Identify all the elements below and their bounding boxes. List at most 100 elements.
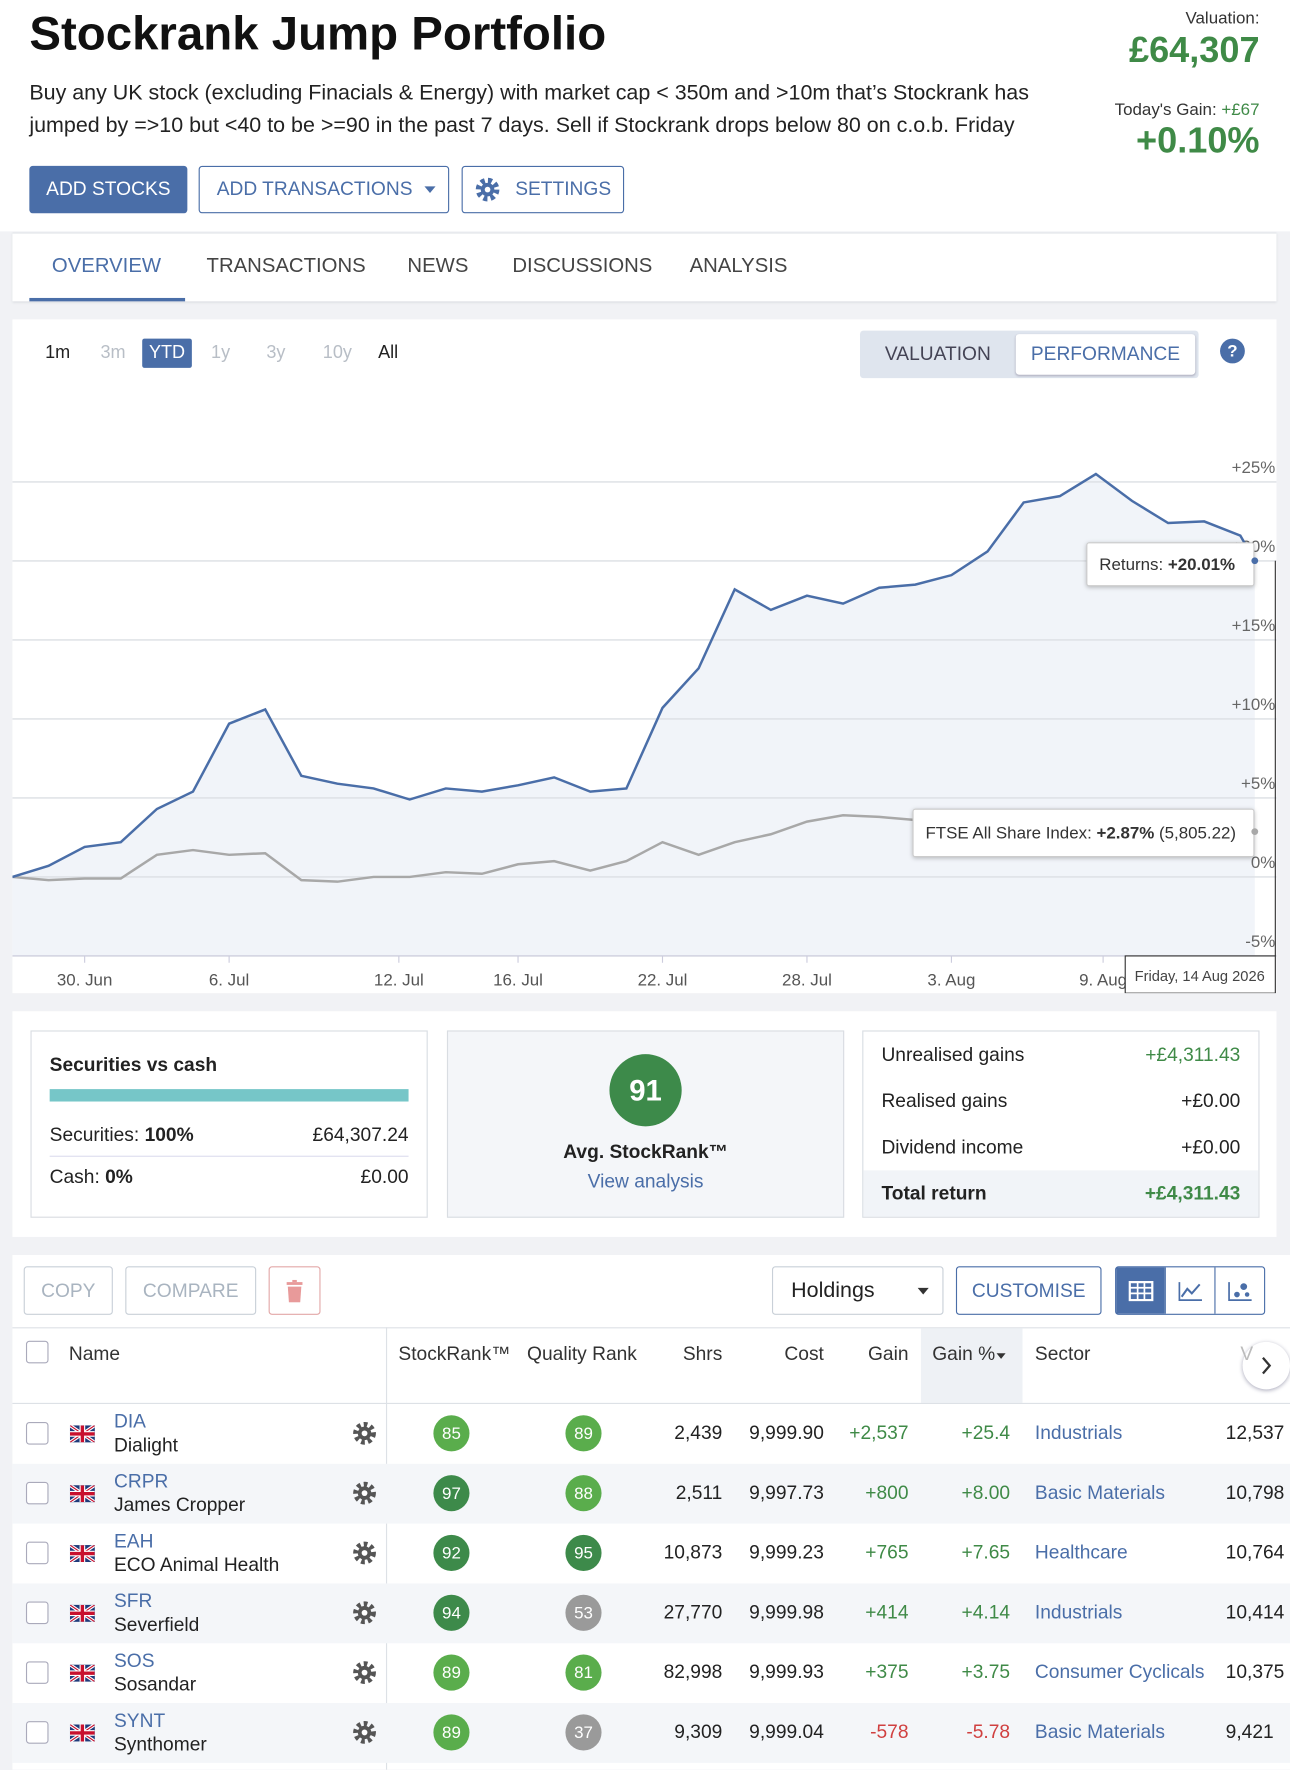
tooltip-text: FTSE All Share Index: +2.87% (5,805.22)	[925, 824, 1236, 843]
scroll-right[interactable]	[1242, 1341, 1290, 1390]
view-option[interactable]: PERFORMANCE	[1015, 334, 1196, 375]
cell: 82,998	[663, 1661, 723, 1683]
copy-button[interactable]: COPY	[23, 1266, 113, 1315]
stockrank-label: Avg. StockRank™	[563, 1141, 728, 1163]
gains-box: Unrealised gains +£4,311.43 Realised gains…	[862, 1030, 1260, 1218]
cell: 10,414	[1225, 1601, 1285, 1623]
column-header[interactable]: Cost	[784, 1343, 824, 1365]
cell: 9,999.98	[749, 1601, 824, 1623]
description: Buy any UK stock (excluding Finacials & …	[29, 81, 1029, 138]
cell: 9,309	[674, 1721, 723, 1743]
tooltip-part: FTSE All Share Index:	[925, 824, 1091, 843]
ticker[interactable]: CRPR	[113, 1470, 169, 1493]
table-view[interactable]	[1116, 1267, 1165, 1314]
compare-button[interactable]: COMPARE	[125, 1266, 257, 1315]
checkbox[interactable]	[25, 1340, 49, 1364]
customise-button[interactable]: CUSTOMISE	[955, 1266, 1102, 1315]
view-toggle: VALUATION PERFORMANCE	[860, 330, 1199, 379]
company-name: Severfield	[113, 1613, 200, 1636]
rank-badge: 97	[433, 1475, 470, 1512]
ticker[interactable]: SFR	[113, 1590, 153, 1612]
cell: +4.14	[961, 1601, 1011, 1623]
view-option[interactable]: VALUATION	[884, 343, 991, 365]
tab[interactable]: OVERVIEW	[51, 253, 162, 277]
rank-badge: 95	[565, 1534, 602, 1572]
gain-row: Total return +£4,311.43	[863, 1170, 1259, 1217]
checkbox[interactable]	[25, 1541, 49, 1565]
line-view[interactable]	[1164, 1267, 1215, 1314]
help-icon[interactable]: ?	[1220, 338, 1245, 364]
column-header[interactable]: StockRank™	[398, 1343, 511, 1365]
rank-badge: 94	[433, 1594, 470, 1631]
divider	[49, 1155, 409, 1157]
view-analysis-link[interactable]: View analysis	[587, 1170, 704, 1192]
column-header[interactable]: Name	[68, 1343, 121, 1365]
row-settings[interactable]	[352, 1660, 377, 1685]
cell: 9,421	[1225, 1721, 1274, 1743]
cell: +3.75	[961, 1661, 1011, 1683]
gain-value: +£4,311.43	[1145, 1043, 1241, 1066]
flag-art	[69, 1425, 95, 1443]
row-settings[interactable]	[352, 1541, 377, 1566]
column-header[interactable]: Shrs	[682, 1343, 723, 1365]
range-button[interactable]: All	[378, 343, 399, 363]
rank-badge: 37	[565, 1714, 602, 1751]
x-tick-label: 12. Jul	[374, 970, 424, 989]
sector[interactable]: Industrials	[1034, 1422, 1123, 1444]
checkbox[interactable]	[25, 1721, 49, 1744]
range-button[interactable]: 3m	[100, 343, 126, 363]
cell: +8.00	[961, 1481, 1011, 1504]
x-tick-label: 30. Jun	[57, 970, 112, 989]
checkbox[interactable]	[25, 1422, 49, 1445]
row-settings[interactable]	[352, 1481, 377, 1506]
y-tick-label: +25%	[1232, 458, 1276, 477]
row-label: Securities: 100%	[50, 1124, 194, 1147]
tab[interactable]: DISCUSSIONS	[512, 253, 653, 277]
pct: 100%	[144, 1124, 194, 1146]
add-stocks-button[interactable]: ADD STOCKS	[29, 165, 188, 214]
settings-button[interactable]: SETTINGS	[461, 165, 625, 214]
tab[interactable]: ANALYSIS	[689, 253, 788, 277]
sector[interactable]: Basic Materials	[1034, 1481, 1166, 1504]
sector[interactable]: Consumer Cyclicals	[1034, 1661, 1205, 1683]
range-button[interactable]: 10y	[322, 343, 352, 363]
row-settings[interactable]	[352, 1720, 377, 1745]
column-header[interactable]: Quality Rank	[527, 1343, 637, 1365]
gain-row: Realised gains +£0.00	[863, 1078, 1258, 1124]
sector[interactable]: Basic Materials	[1034, 1721, 1166, 1743]
checkbox[interactable]	[25, 1661, 49, 1684]
column-header[interactable]: Gain	[867, 1343, 909, 1365]
ticker[interactable]: SOS	[113, 1650, 155, 1672]
flag-art	[69, 1724, 95, 1742]
column-header[interactable]: V	[1240, 1343, 1254, 1365]
rank-badge: 92	[433, 1534, 470, 1572]
scatter-view[interactable]	[1214, 1267, 1264, 1314]
tab[interactable]: TRANSACTIONS	[206, 253, 366, 277]
ticker[interactable]: SYNT	[113, 1709, 166, 1732]
holdings-select[interactable]: Holdings	[771, 1266, 944, 1315]
row-settings[interactable]	[352, 1421, 377, 1446]
range-button[interactable]: 3y	[266, 343, 286, 363]
date-box	[1124, 955, 1276, 994]
delete-button[interactable]	[268, 1266, 321, 1315]
range-button[interactable]: YTD	[142, 338, 192, 368]
sector[interactable]: Healthcare	[1034, 1541, 1128, 1564]
range-button[interactable]: 1m	[45, 343, 71, 363]
column-header[interactable]: Gain %	[932, 1343, 996, 1365]
ticker[interactable]: EAH	[113, 1530, 154, 1552]
row-settings[interactable]	[352, 1600, 377, 1625]
ticker[interactable]: DIA	[113, 1410, 146, 1433]
checkbox[interactable]	[25, 1601, 49, 1625]
uk-flag	[69, 1545, 95, 1562]
gain-value: +£0.00	[1181, 1136, 1241, 1158]
add-transactions-button[interactable]: ADD TRANSACTIONS	[198, 165, 450, 214]
sector[interactable]: Industrials	[1034, 1601, 1123, 1623]
tab[interactable]: NEWS	[407, 253, 469, 277]
column-header[interactable]: Sector	[1034, 1343, 1091, 1365]
company-name: ECO Animal Health	[113, 1554, 280, 1576]
cell: 2,511	[675, 1481, 723, 1504]
checkbox[interactable]	[25, 1481, 49, 1505]
flag-art	[69, 1545, 95, 1562]
range-button[interactable]: 1y	[211, 343, 231, 363]
